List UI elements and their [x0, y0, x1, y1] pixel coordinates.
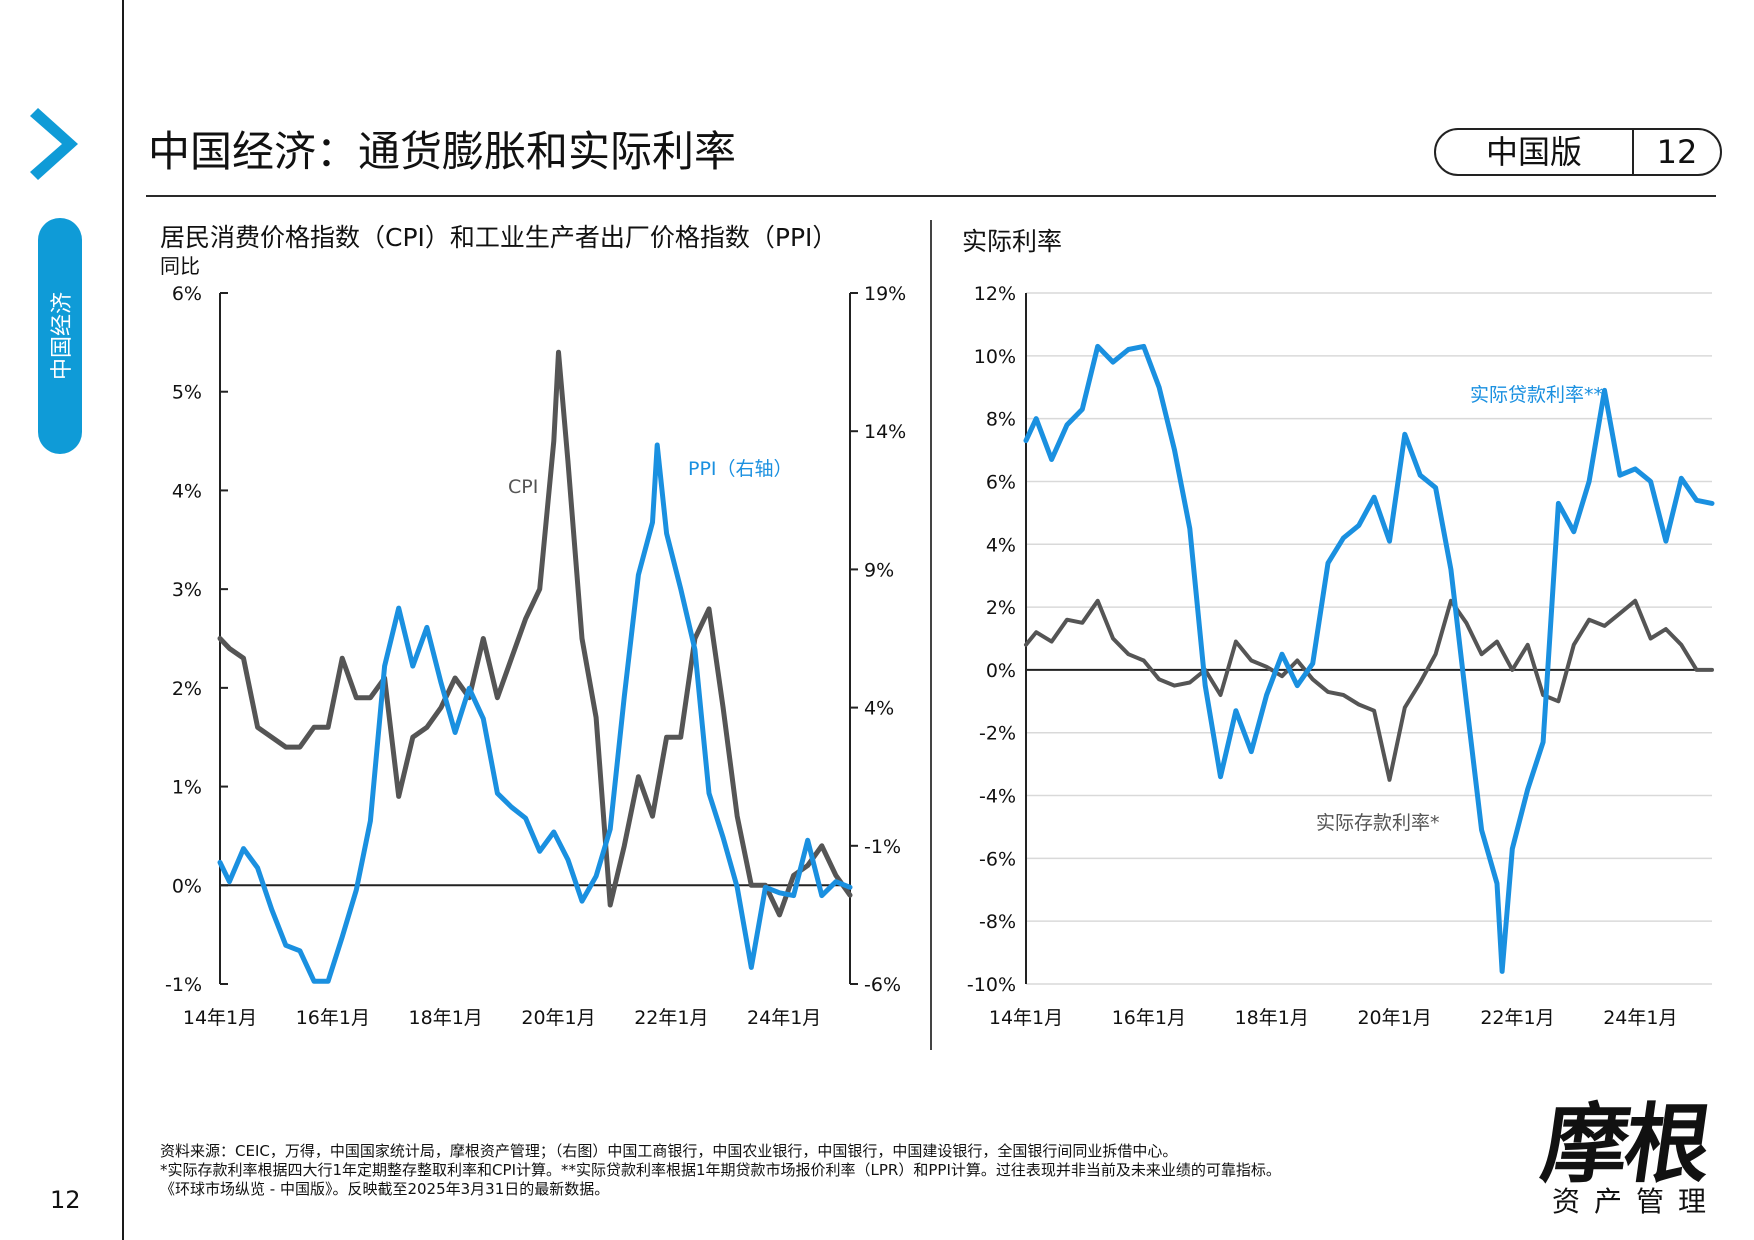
x-tick-label: 24年1月	[1603, 1007, 1677, 1029]
footnote-publication: 《环球市场纵览 - 中国版》。反映截至2025年3月31日的最新数据。	[160, 1180, 610, 1198]
y-tick-label: 8%	[986, 409, 1016, 431]
y-tick-label-left: 5%	[172, 382, 202, 404]
y-tick-label-left: 4%	[172, 480, 202, 502]
deposit-rate-label: 实际存款利率*	[1316, 812, 1440, 834]
deposit-rate-line	[1024, 598, 1714, 782]
page-title: 中国经济：通货膨胀和实际利率	[148, 127, 737, 176]
y-tick-label-left: 3%	[172, 579, 202, 601]
y-tick-label: 6%	[986, 471, 1016, 493]
y-tick-label-right: 19%	[864, 283, 906, 305]
x-tick-label: 18年1月	[1235, 1007, 1309, 1029]
x-tick-label: 20年1月	[521, 1007, 595, 1029]
y-tick-label: 12%	[974, 283, 1016, 305]
y-tick-label: 10%	[974, 346, 1016, 368]
y-tick-label-left: 2%	[172, 678, 202, 700]
logo-subtitle: 资产管理	[1552, 1185, 1721, 1218]
footnotes: 资料来源：CEIC，万得，中国国家统计局，摩根资产管理；（右图）中国工商银行，中…	[160, 1142, 1281, 1199]
x-tick-label: 18年1月	[409, 1007, 483, 1029]
page-badge-number: 12	[1656, 133, 1698, 171]
x-tick-label: 22年1月	[1480, 1007, 1554, 1029]
cpi-series-label: CPI	[508, 476, 538, 498]
badge-divider	[1632, 130, 1634, 174]
x-tick-label: 16年1月	[296, 1007, 370, 1029]
y-tick-label-right: 4%	[864, 698, 894, 720]
title-rule	[146, 195, 1716, 197]
y-tick-label-left: 1%	[172, 777, 202, 799]
cpi-line	[217, 349, 853, 918]
edition-label: 中国版	[1485, 133, 1582, 171]
y-tick-label: -6%	[979, 848, 1016, 870]
sidebar-divider	[122, 0, 124, 1240]
y-tick-label-left: -1%	[165, 974, 202, 996]
y-tick-label-right: -6%	[864, 974, 901, 996]
y-tick-label: 0%	[986, 660, 1016, 682]
y-tick-label-right: -1%	[864, 836, 901, 858]
edition-badge: 中国版 12	[1434, 128, 1722, 176]
page-number: 12	[50, 1186, 81, 1214]
x-tick-label: 20年1月	[1357, 1007, 1431, 1029]
loan-rate-line	[1023, 343, 1715, 974]
y-tick-label: 4%	[986, 534, 1016, 556]
chart-divider	[930, 220, 932, 1050]
y-tick-label-left: 0%	[172, 875, 202, 897]
y-tick-label-right: 14%	[864, 421, 906, 443]
ppi-line	[217, 442, 853, 984]
y-tick-label-right: 9%	[864, 559, 894, 581]
x-tick-label: 16年1月	[1112, 1007, 1186, 1029]
y-tick-label: -8%	[979, 911, 1016, 933]
footnote-sources: 资料来源：CEIC，万得，中国国家统计局，摩根资产管理；（右图）中国工商银行，中…	[160, 1142, 1178, 1160]
x-tick-label: 22年1月	[634, 1007, 708, 1029]
left-chart-subtitle: 同比	[160, 254, 200, 278]
ppi-series-label: PPI（右轴）	[688, 458, 793, 480]
y-tick-label: -10%	[967, 974, 1016, 996]
footnote-definitions: *实际存款利率根据四大行1年定期整存整取利率和CPI计算。**实际贷款利率根据1…	[160, 1161, 1281, 1179]
chevron-right-icon	[30, 108, 86, 184]
section-tab[interactable]: 中国经济	[38, 218, 82, 454]
y-tick-label: 2%	[986, 597, 1016, 619]
right-chart-title: 实际利率	[962, 227, 1063, 256]
y-tick-label: -2%	[979, 723, 1016, 745]
x-tick-label: 14年1月	[183, 1007, 257, 1029]
y-tick-label-left: 6%	[172, 283, 202, 305]
left-chart-title: 居民消费价格指数（CPI）和工业生产者出厂价格指数（PPI）	[160, 223, 838, 252]
y-tick-label: -4%	[979, 786, 1016, 808]
x-tick-label: 14年1月	[989, 1007, 1063, 1029]
loan-rate-label: 实际贷款利率**	[1470, 384, 1603, 406]
x-tick-label: 24年1月	[747, 1007, 821, 1029]
